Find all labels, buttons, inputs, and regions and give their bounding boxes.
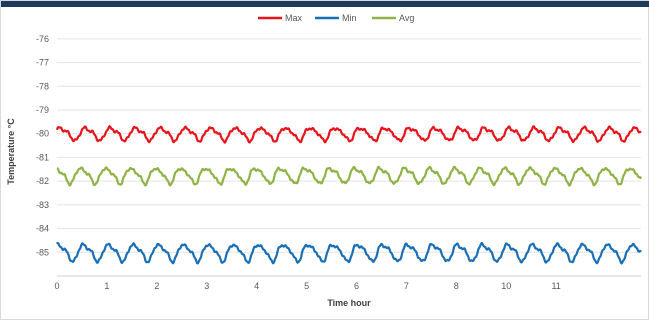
series-lines [55,125,643,265]
y-tick-labels: -76 -77 -78 -79 -80 -81 -82 -83 -84 -85 [36,34,49,257]
x-tick-label: 2 [154,281,159,291]
x-tick-label: 8 [454,281,459,291]
series-line-min [56,241,642,265]
legend: Max Min Avg [258,13,414,23]
y-tick-label: -79 [36,105,49,115]
y-tick-label: -84 [36,224,49,234]
x-tick-label: 7 [404,281,409,291]
x-tick-label: 6 [354,281,359,291]
x-tick-label: 0 [54,281,59,291]
legend-label-max: Max [285,13,303,23]
x-tick-labels: 0 1 2 3 4 5 6 7 8 10 11 [54,281,560,291]
y-tick-label: -85 [36,247,49,257]
legend-label-min: Min [342,13,357,23]
x-tick-label: 10 [501,281,511,291]
y-tick-label: -77 [36,58,49,68]
x-tick-label: 4 [254,281,259,291]
x-tick-label: 5 [304,281,309,291]
window-top-bar [1,1,649,7]
series-line-avg [56,165,643,187]
y-tick-label: -78 [36,81,49,91]
x-tick-label: 11 [551,281,560,291]
y-tick-label: -82 [36,176,49,186]
gridlines [57,38,641,277]
x-tick-label: 1 [104,281,109,291]
y-axis-title: Temperature °C [6,118,16,185]
x-axis-title: Time hour [327,298,371,308]
y-tick-label: -76 [36,34,49,44]
legend-label-avg: Avg [399,13,414,23]
y-tick-label: -81 [36,152,49,162]
y-tick-label: -83 [36,200,49,210]
y-tick-label: -80 [36,129,49,139]
x-tick-label: 3 [204,281,209,291]
series-line-max [55,125,642,144]
